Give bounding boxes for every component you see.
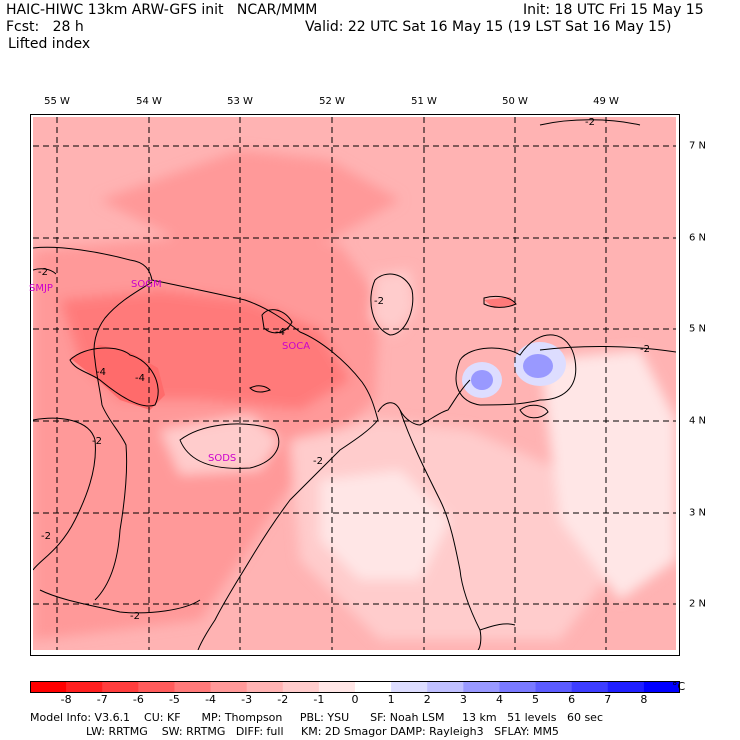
model-info-line2: LW: RRTMG SW: RRTMG DIFF: full KM: 2D Sm… bbox=[30, 725, 559, 738]
colorbar-swatch bbox=[391, 681, 428, 693]
contour-label: -2 bbox=[374, 296, 384, 307]
station-smjp: SMJP bbox=[29, 283, 53, 294]
colorbar-swatch bbox=[427, 681, 464, 693]
colorbar-swatch bbox=[499, 681, 537, 693]
model-info-line1: Model Info: V3.6.1 CU: KF MP: Thompson P… bbox=[30, 711, 603, 724]
map-frame bbox=[30, 114, 680, 656]
colorbar-tick-label: -5 bbox=[168, 693, 180, 706]
colorbar-tick-label: -4 bbox=[205, 693, 217, 706]
shade-ocean-lighter bbox=[320, 470, 450, 580]
contour-label: -4 bbox=[96, 367, 106, 378]
colorbar-swatch bbox=[30, 681, 67, 693]
colorbar-tick-label: 3 bbox=[459, 693, 467, 706]
shade-east-light bbox=[540, 350, 676, 600]
colorbar bbox=[30, 681, 680, 693]
colorbar-swatch bbox=[210, 681, 248, 693]
lon-label-55w: 55 W bbox=[44, 96, 70, 107]
contour-label: -2 bbox=[130, 611, 140, 622]
contour-label: -4 bbox=[275, 327, 285, 338]
lat-lon-grid bbox=[33, 117, 676, 650]
lat-label-2n: 2 N bbox=[689, 598, 707, 610]
contour-label: -2 bbox=[640, 344, 650, 355]
station-soca: SOCA bbox=[282, 341, 311, 352]
colorbar-swatch bbox=[138, 681, 175, 693]
contour-label: -2 bbox=[585, 117, 595, 128]
lifted-index-map bbox=[30, 114, 680, 656]
lat-label-6n: 6 N bbox=[689, 232, 707, 244]
lon-label-50w: 50 W bbox=[502, 96, 528, 107]
colorbar-swatch bbox=[607, 681, 645, 693]
lat-label-4n: 4 N bbox=[689, 415, 707, 427]
shade-north-band bbox=[100, 150, 400, 250]
colorbar-swatch bbox=[66, 681, 103, 693]
colorbar-swatch bbox=[535, 681, 573, 693]
shade-sods-area bbox=[160, 415, 280, 475]
contour-label: -2 bbox=[41, 531, 51, 542]
contour-label: -4 bbox=[135, 373, 145, 384]
station-sogm: SOGM bbox=[131, 279, 162, 290]
colorbar-tick-label: -6 bbox=[132, 693, 144, 706]
init-time: Init: 18 UTC Fri 15 May 15 bbox=[523, 2, 704, 18]
colorbar-tick-label: -7 bbox=[96, 693, 108, 706]
model-title: HAIC-HIWC 13km ARW-GFS init NCAR/MMM bbox=[6, 2, 318, 18]
colorbar-tick-label: 4 bbox=[495, 693, 503, 706]
positive-cell-west-core bbox=[471, 370, 493, 390]
lat-label-7n: 7 N bbox=[689, 140, 707, 152]
lat-label-3n: 3 N bbox=[689, 507, 707, 519]
colorbar-tick-label: 2 bbox=[423, 693, 431, 706]
station-sods: SODS bbox=[208, 453, 237, 464]
colorbar-swatch bbox=[282, 681, 320, 693]
colorbar-tick-label: -2 bbox=[277, 693, 289, 706]
forecast-hour: Fcst: 28 h bbox=[6, 19, 84, 35]
lon-label-54w: 54 W bbox=[136, 96, 162, 107]
contour-label: -2 bbox=[313, 456, 323, 467]
colorbar-tick-label: 5 bbox=[532, 693, 540, 706]
lat-label-5n: 5 N bbox=[689, 323, 707, 335]
colorbar-swatch bbox=[102, 681, 139, 693]
unstable-pocket-north bbox=[484, 297, 516, 308]
field-name: Lifted index bbox=[8, 36, 91, 52]
colorbar-swatch bbox=[571, 681, 609, 693]
coastline-borders bbox=[33, 246, 516, 650]
colorbar-swatch bbox=[318, 681, 356, 693]
colorbar-tick-label: 7 bbox=[604, 693, 612, 706]
colorbar-tick-label: 6 bbox=[568, 693, 576, 706]
colorbar-swatch bbox=[643, 681, 680, 693]
colorbar-tick-label: 8 bbox=[640, 693, 648, 706]
colorbar-frame bbox=[30, 681, 680, 693]
shade-coastal-cell bbox=[370, 270, 415, 335]
contour-label: -2 bbox=[38, 267, 48, 278]
contour-label: -2 bbox=[92, 436, 102, 447]
colorbar-tick-label: -3 bbox=[241, 693, 253, 706]
positive-cell-east-core bbox=[523, 354, 553, 378]
valid-time: Valid: 22 UTC Sat 16 May 15 (19 LST Sat … bbox=[305, 19, 672, 35]
colorbar-swatch bbox=[246, 681, 284, 693]
colorbar-tick-label: -8 bbox=[60, 693, 72, 706]
lon-label-53w: 53 W bbox=[227, 96, 253, 107]
lon-label-52w: 52 W bbox=[319, 96, 345, 107]
colorbar-swatch bbox=[174, 681, 212, 693]
colorbar-swatch bbox=[355, 681, 392, 693]
colorbar-swatch bbox=[463, 681, 500, 693]
colorbar-unit: °C bbox=[672, 680, 686, 693]
colorbar-tick-label: 1 bbox=[387, 693, 395, 706]
lon-label-51w: 51 W bbox=[411, 96, 437, 107]
lon-label-49w: 49 W bbox=[593, 96, 619, 107]
unstable-pocket bbox=[70, 345, 165, 410]
colorbar-tick-label: -1 bbox=[313, 693, 325, 706]
colorbar-tick-label: 0 bbox=[351, 693, 359, 706]
